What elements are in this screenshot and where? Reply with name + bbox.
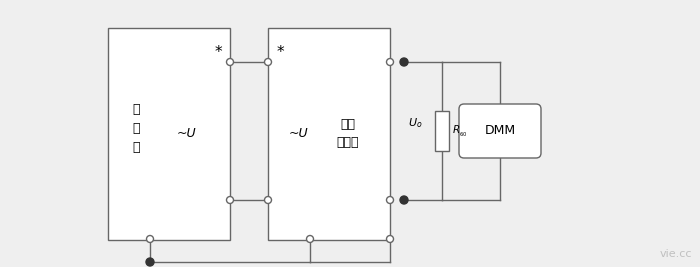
Circle shape bbox=[400, 196, 408, 204]
Text: $U_o$: $U_o$ bbox=[408, 116, 423, 130]
Text: 标
准
源: 标 准 源 bbox=[132, 103, 140, 154]
Text: ~U: ~U bbox=[176, 127, 196, 140]
Bar bbox=[268, 28, 390, 240]
Circle shape bbox=[386, 58, 393, 65]
Circle shape bbox=[265, 58, 272, 65]
FancyBboxPatch shape bbox=[459, 104, 541, 158]
Circle shape bbox=[146, 235, 153, 242]
Bar bbox=[108, 28, 230, 240]
Circle shape bbox=[146, 258, 154, 266]
Circle shape bbox=[400, 58, 408, 66]
Circle shape bbox=[227, 58, 234, 65]
Text: vie.cc: vie.cc bbox=[659, 249, 692, 259]
Circle shape bbox=[265, 197, 272, 203]
Text: ~U: ~U bbox=[288, 127, 308, 140]
Text: *: * bbox=[276, 45, 284, 60]
Bar bbox=[435, 111, 449, 151]
Text: $R_{_{60}}$: $R_{_{60}}$ bbox=[452, 123, 468, 139]
Text: 电压
变送器: 电压 变送器 bbox=[337, 117, 359, 150]
Circle shape bbox=[307, 235, 314, 242]
Circle shape bbox=[227, 197, 234, 203]
Text: DMM: DMM bbox=[484, 124, 516, 138]
Circle shape bbox=[386, 235, 393, 242]
Circle shape bbox=[386, 197, 393, 203]
Text: *: * bbox=[214, 45, 222, 60]
